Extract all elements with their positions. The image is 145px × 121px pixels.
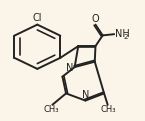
Text: Cl: Cl [33, 13, 42, 23]
Text: CH₃: CH₃ [101, 105, 116, 114]
Text: NH: NH [115, 29, 129, 39]
Text: O: O [92, 14, 99, 24]
Text: CH₃: CH₃ [44, 105, 59, 114]
Text: 2: 2 [123, 34, 128, 40]
Text: N: N [66, 63, 73, 73]
Text: N: N [82, 90, 89, 100]
